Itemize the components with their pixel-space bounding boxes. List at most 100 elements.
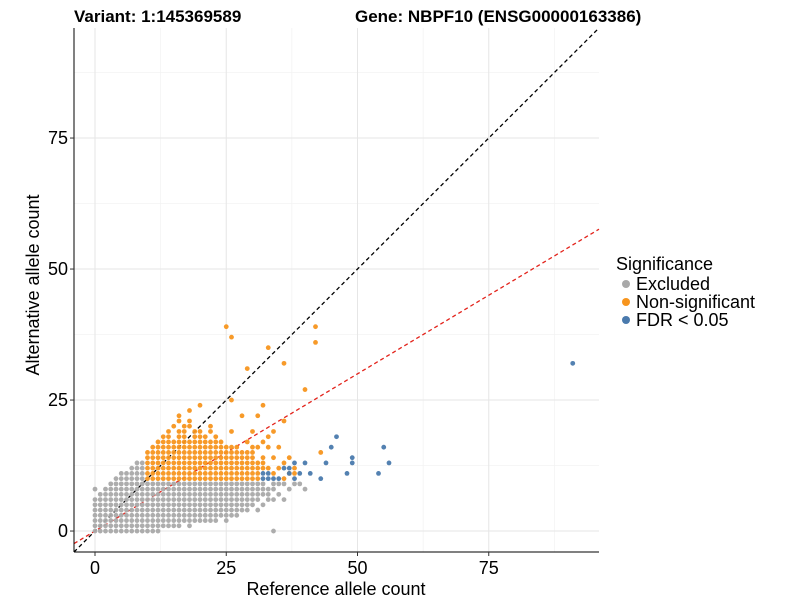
data-point	[239, 497, 245, 502]
data-point	[239, 502, 245, 508]
data-point	[187, 476, 192, 482]
data-point	[250, 491, 255, 497]
data-point	[197, 486, 203, 492]
data-point	[134, 491, 140, 497]
data-point	[202, 471, 208, 476]
data-point	[192, 465, 198, 471]
data-point	[276, 465, 282, 471]
data-point	[113, 507, 119, 513]
data-point	[265, 491, 271, 497]
data-point	[255, 471, 261, 476]
y-tick-label: 50	[48, 259, 68, 279]
data-point	[223, 455, 229, 461]
data-point	[187, 507, 192, 513]
data-point	[276, 476, 282, 482]
data-point	[570, 360, 576, 366]
data-point	[318, 476, 324, 482]
data-point	[202, 518, 208, 523]
title-variant: Variant: 1:145369589	[74, 7, 241, 26]
data-point	[187, 439, 192, 445]
data-point	[229, 471, 234, 476]
data-point	[244, 460, 250, 466]
data-point	[213, 444, 219, 450]
data-point	[197, 507, 203, 513]
data-point	[229, 512, 234, 518]
data-point	[171, 423, 177, 429]
data-point	[171, 491, 177, 497]
data-point	[250, 429, 255, 434]
data-point	[223, 481, 229, 487]
data-point	[234, 512, 240, 518]
data-point	[229, 486, 234, 492]
data-point	[250, 450, 255, 455]
data-point	[208, 423, 213, 429]
data-point	[166, 491, 171, 497]
data-point	[313, 324, 318, 330]
data-point	[244, 455, 250, 461]
data-point	[213, 460, 219, 466]
data-point	[260, 465, 266, 471]
data-point	[155, 444, 161, 450]
data-point	[155, 486, 161, 492]
data-point	[97, 528, 103, 534]
data-point	[239, 481, 245, 487]
data-point	[103, 518, 108, 523]
data-point	[145, 497, 150, 502]
data-point	[202, 497, 208, 502]
data-point	[155, 460, 161, 466]
data-point	[181, 444, 187, 450]
data-point	[229, 507, 234, 513]
data-point	[192, 491, 198, 497]
data-point	[255, 460, 261, 466]
data-point	[118, 523, 124, 529]
data-point	[234, 460, 240, 466]
data-point	[208, 429, 213, 434]
y-tick-label: 25	[48, 390, 68, 410]
data-point	[234, 491, 240, 497]
data-point	[239, 491, 245, 497]
data-point	[181, 439, 187, 445]
data-point	[187, 491, 192, 497]
data-point	[139, 486, 145, 492]
data-point	[244, 439, 250, 445]
grid	[74, 28, 599, 552]
data-point	[187, 460, 192, 466]
data-point	[181, 497, 187, 502]
data-point	[197, 439, 203, 445]
data-point	[260, 486, 266, 492]
data-point	[181, 460, 187, 466]
data-point	[145, 507, 150, 513]
data-point	[97, 502, 103, 508]
data-point	[255, 413, 261, 419]
data-point	[265, 465, 271, 471]
data-point	[229, 429, 234, 434]
data-point	[155, 497, 161, 502]
data-point	[229, 444, 234, 450]
data-point	[160, 497, 166, 502]
data-point	[328, 444, 334, 450]
legend-swatch	[622, 316, 630, 324]
data-point	[234, 481, 240, 487]
legend-title: Significance	[616, 254, 713, 274]
data-point	[218, 502, 224, 508]
data-point	[113, 502, 119, 508]
data-point	[155, 439, 161, 445]
data-point	[213, 434, 219, 440]
data-point	[271, 481, 276, 487]
data-point	[124, 497, 129, 502]
data-point	[255, 497, 261, 502]
data-point	[213, 455, 219, 461]
data-point	[171, 518, 177, 523]
data-point	[134, 460, 140, 466]
data-point	[124, 512, 129, 518]
data-point	[181, 423, 187, 429]
x-tick-label: 25	[216, 558, 236, 578]
data-point	[255, 486, 261, 492]
data-point	[92, 528, 98, 534]
data-point	[108, 502, 114, 508]
data-point	[155, 507, 161, 513]
data-point	[244, 476, 250, 482]
data-point	[192, 429, 198, 434]
data-point	[208, 476, 213, 482]
